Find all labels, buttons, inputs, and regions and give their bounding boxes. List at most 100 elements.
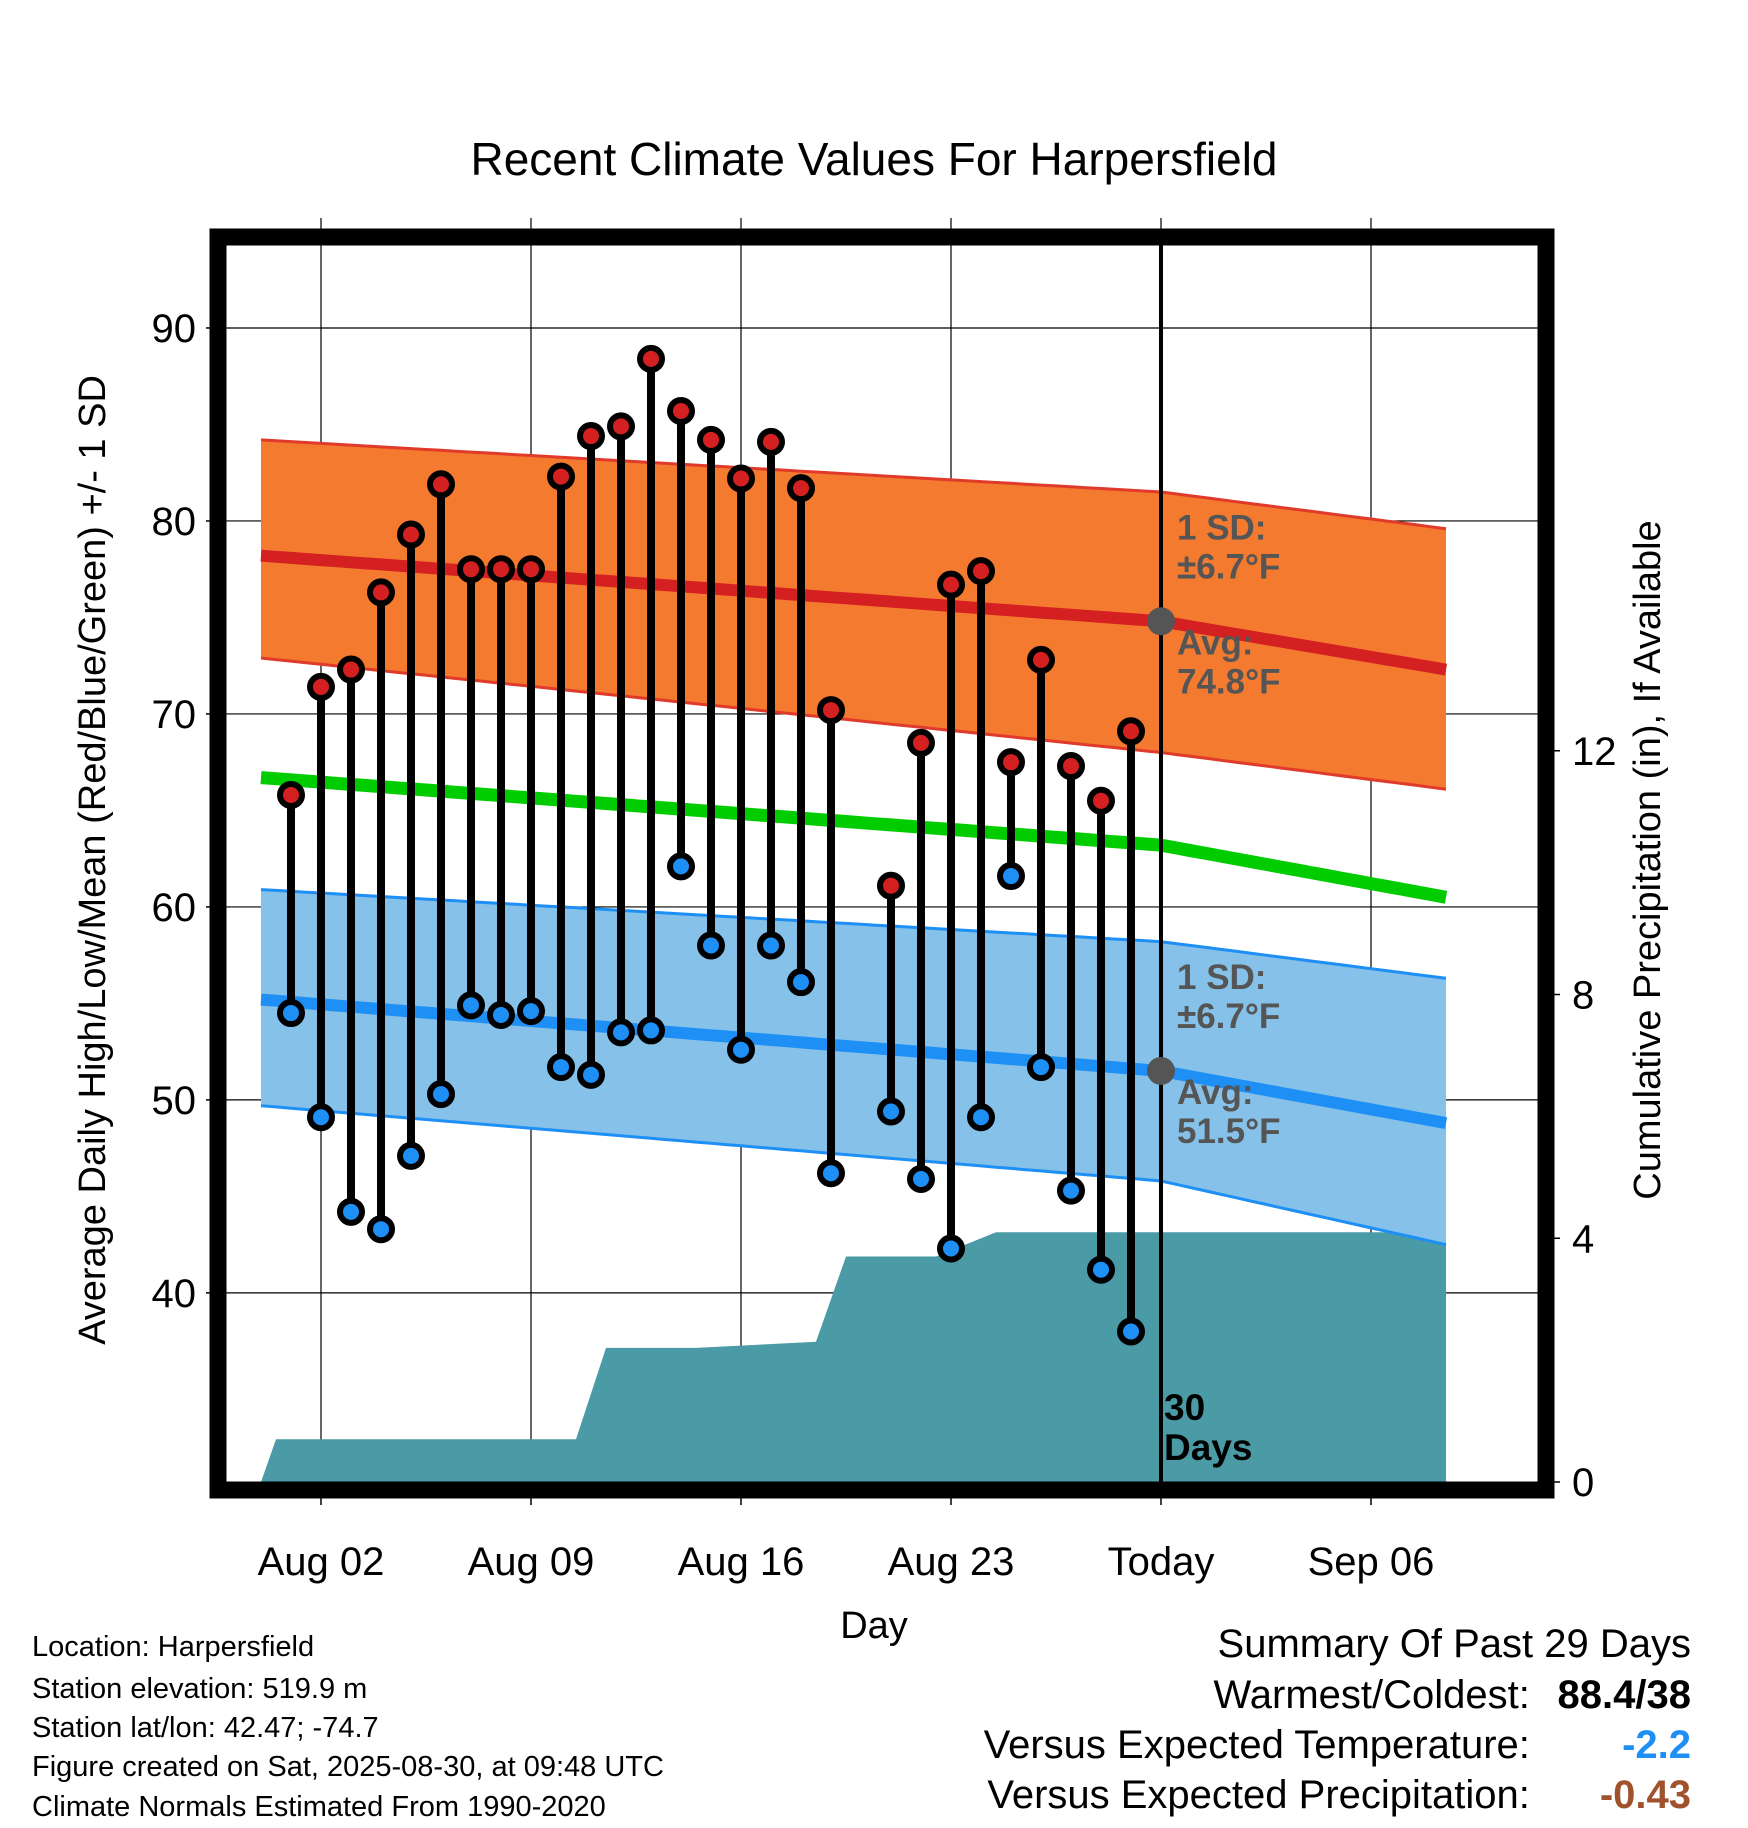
y-tick-label: 60	[152, 886, 197, 930]
daily-high-point	[1057, 752, 1085, 781]
daily-high-point	[997, 748, 1025, 777]
y-tick-label: 70	[152, 693, 197, 737]
daily-low-point	[367, 1215, 395, 1244]
daily-high-point	[1027, 645, 1055, 674]
daily-high-point	[757, 427, 785, 456]
temp-value: -2.2	[1622, 1723, 1691, 1767]
daily-low-point	[907, 1165, 935, 1194]
today-low-avg-dot	[1147, 1056, 1175, 1085]
y2-tick-label: 0	[1572, 1461, 1594, 1505]
daily-low-point	[787, 968, 815, 997]
daily-high-point	[487, 555, 515, 584]
x-tick-label: Aug 23	[888, 1540, 1015, 1584]
y-tick-label: 90	[152, 307, 197, 351]
warmest-label: Warmest/Coldest:	[1213, 1673, 1530, 1717]
daily-high-point	[367, 578, 395, 607]
high-sd-lower-edge	[260, 656, 1447, 791]
daily-high-point	[907, 728, 935, 757]
low-sd-value: ±6.7°F	[1177, 997, 1280, 1036]
daily-low-point	[517, 997, 545, 1026]
summary-temp-row: Versus Expected Temperature: -2.2	[984, 1723, 1691, 1768]
precip-label: Versus Expected Precipitation:	[987, 1773, 1530, 1817]
daily-high-point	[967, 557, 995, 586]
temp-label: Versus Expected Temperature:	[983, 1723, 1530, 1767]
daily-low-point	[937, 1234, 965, 1263]
summary-precip-row: Versus Expected Precipitation: -0.43	[987, 1773, 1691, 1818]
precip-area	[261, 1232, 1446, 1482]
high-sd-upper-edge	[260, 438, 1447, 531]
high-avg-value: 74.8°F	[1177, 662, 1281, 701]
daily-low-point	[577, 1060, 605, 1089]
x-axis-label: Day	[840, 1605, 908, 1647]
elevation-text: Station elevation: 519.9 m	[32, 1673, 368, 1705]
daily-high-point	[307, 672, 335, 701]
today-high-avg-dot	[1147, 607, 1175, 636]
plot-frame	[209, 228, 1555, 1499]
low-sd-upper-edge	[260, 888, 1447, 980]
daily-low-point	[1087, 1255, 1115, 1284]
daily-low-point	[457, 991, 485, 1020]
daily-low-point	[727, 1035, 755, 1064]
normals-text: Climate Normals Estimated From 1990-2020	[32, 1791, 606, 1823]
daily-low-point	[817, 1159, 845, 1188]
x-tick-label: Aug 02	[258, 1540, 385, 1584]
today-days-number: 30	[1164, 1387, 1205, 1428]
x-tick-label: Aug 09	[468, 1540, 595, 1584]
daily-low-point	[547, 1053, 575, 1082]
daily-high-point	[577, 422, 605, 451]
daily-low-point	[397, 1141, 425, 1170]
daily-high-point	[727, 464, 755, 493]
daily-high-point	[787, 474, 815, 503]
daily-low-point	[667, 852, 695, 881]
daily-high-point	[457, 555, 485, 584]
today-days-label: Days	[1164, 1427, 1252, 1468]
daily-low-point	[307, 1103, 335, 1132]
high-sd-value: ±6.7°F	[1177, 547, 1280, 586]
daily-low-point	[337, 1197, 365, 1226]
y-axis-label: Average Daily High/Low/Mean (Red/Blue/Gr…	[72, 375, 114, 1345]
daily-low-point	[487, 1000, 515, 1029]
low-sd-label: 1 SD:	[1177, 958, 1266, 997]
daily-high-point	[637, 344, 665, 373]
daily-low-point	[637, 1016, 665, 1045]
high-sd-label: 1 SD:	[1177, 508, 1266, 547]
y2-tick-label: 8	[1572, 974, 1594, 1018]
location-text: Location: Harpersfield	[32, 1631, 315, 1663]
daily-high-point	[397, 520, 425, 549]
x-tick-label: Aug 16	[678, 1540, 805, 1584]
x-tick-label: Today	[1108, 1540, 1215, 1584]
y-tick-label: 50	[152, 1079, 197, 1123]
daily-high-point	[817, 696, 845, 725]
y-tick-label: 40	[152, 1272, 197, 1316]
low-sd-lower-edge	[260, 1104, 1447, 1247]
latlon-text: Station lat/lon: 42.47; -74.7	[32, 1712, 379, 1744]
daily-high-point	[277, 780, 305, 809]
daily-high-point	[607, 412, 635, 441]
daily-high-point	[427, 470, 455, 499]
summary-heading: Summary Of Past 29 Days	[1217, 1622, 1691, 1666]
daily-high-point	[517, 555, 545, 584]
daily-low-point	[997, 862, 1025, 891]
normal-mean-line	[260, 771, 1448, 904]
low-avg-label: Avg:	[1177, 1073, 1253, 1112]
daily-low-point	[1027, 1053, 1055, 1082]
low-avg-value: 51.5°F	[1177, 1112, 1281, 1151]
x-tick-label: Sep 06	[1308, 1540, 1435, 1584]
daily-low-point	[967, 1103, 995, 1132]
daily-high-point	[937, 570, 965, 599]
y2-tick-label: 4	[1572, 1217, 1594, 1261]
daily-high-point	[547, 462, 575, 491]
daily-low-point	[757, 931, 785, 960]
daily-low-point	[607, 1018, 635, 1047]
high-avg-label: Avg:	[1177, 623, 1253, 662]
warmest-value: 88.4/38	[1557, 1673, 1691, 1717]
normal-low-line	[260, 993, 1448, 1129]
precip-value: -0.43	[1599, 1773, 1691, 1817]
summary-warmest-row: Warmest/Coldest: 88.4/38	[1214, 1673, 1692, 1718]
created-text: Figure created on Sat, 2025-08-30, at 09…	[32, 1751, 664, 1783]
daily-high-point	[667, 396, 695, 425]
daily-low-point	[1057, 1176, 1085, 1205]
daily-high-point	[877, 871, 905, 900]
